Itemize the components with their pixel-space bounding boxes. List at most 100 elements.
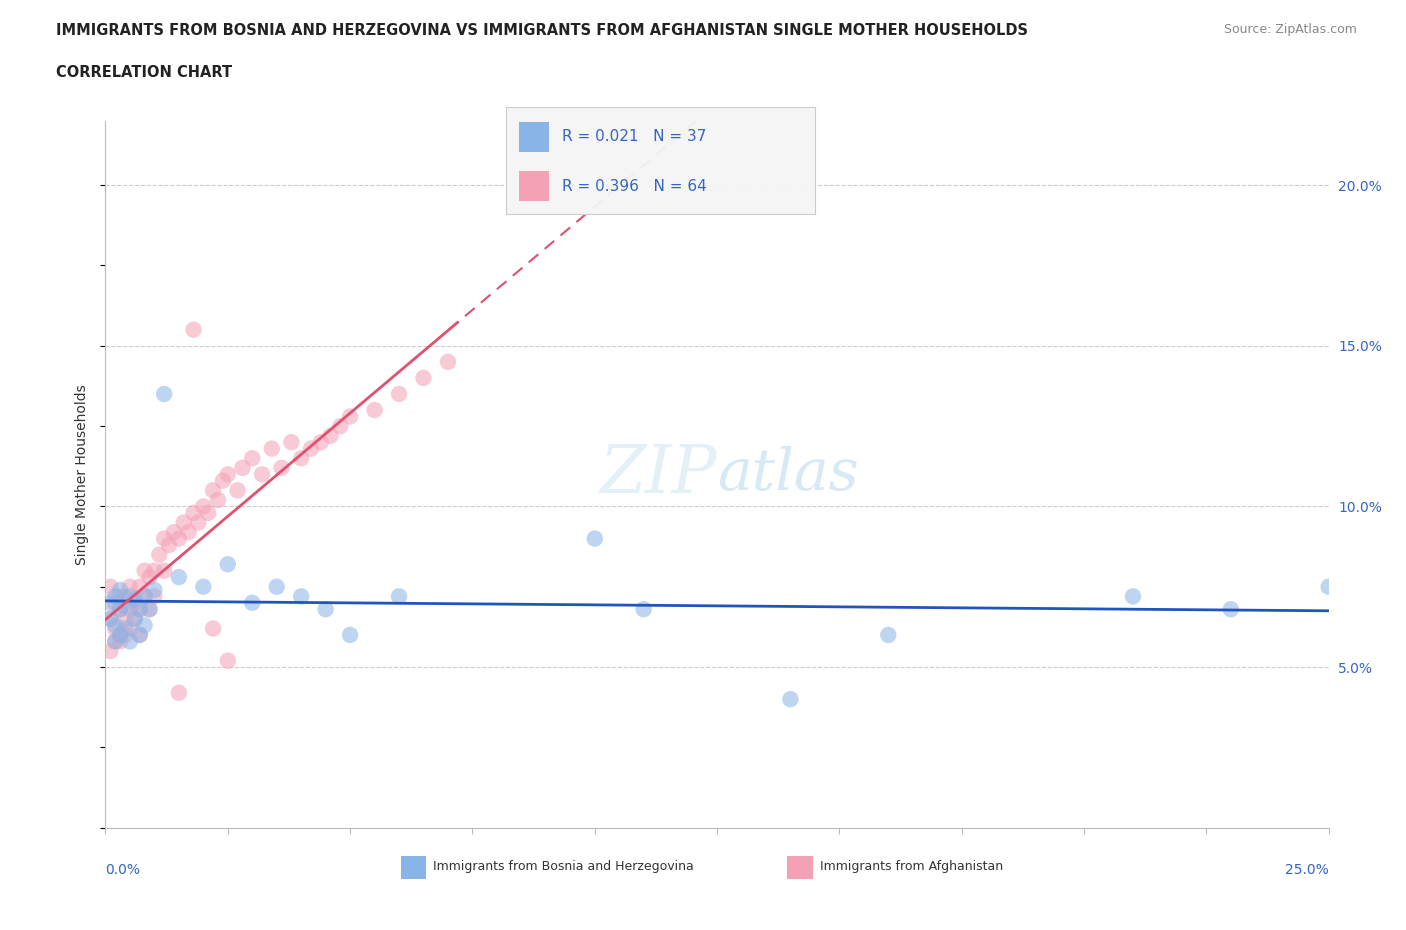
Point — [167, 570, 190, 585]
Point — [280, 434, 302, 449]
Text: 0.0%: 0.0% — [105, 863, 141, 877]
Point — [633, 602, 655, 617]
Point — [124, 595, 146, 610]
Point — [104, 634, 127, 649]
Point — [104, 618, 127, 632]
Text: Source: ZipAtlas.com: Source: ZipAtlas.com — [1223, 23, 1357, 36]
Point — [108, 602, 131, 617]
Point — [260, 441, 283, 456]
Point — [877, 628, 900, 643]
Point — [118, 602, 141, 617]
Point — [183, 505, 205, 520]
Point — [128, 602, 150, 617]
Point — [104, 595, 127, 610]
Point — [108, 628, 131, 643]
Point — [128, 602, 150, 617]
Text: Immigrants from Bosnia and Herzegovina: Immigrants from Bosnia and Herzegovina — [433, 860, 693, 873]
FancyBboxPatch shape — [519, 171, 550, 201]
Text: 25.0%: 25.0% — [1285, 863, 1329, 877]
Point — [157, 538, 180, 552]
Point — [134, 564, 156, 578]
Point — [138, 602, 160, 617]
Point — [143, 564, 166, 578]
Point — [231, 460, 253, 475]
Point — [202, 483, 225, 498]
Point — [339, 628, 361, 643]
Point — [193, 579, 215, 594]
Point — [319, 429, 342, 444]
Point — [104, 621, 127, 636]
Point — [187, 515, 209, 530]
Point — [266, 579, 288, 594]
Point — [143, 582, 166, 597]
Point — [1219, 602, 1241, 617]
Point — [114, 628, 136, 643]
Point — [299, 441, 322, 456]
Point — [163, 525, 186, 539]
Point — [118, 589, 141, 604]
Point — [98, 611, 121, 626]
Point — [217, 653, 239, 668]
Text: atlas: atlas — [717, 446, 859, 502]
Point — [108, 634, 131, 649]
Point — [167, 531, 190, 546]
Point — [153, 531, 176, 546]
Point — [128, 579, 150, 594]
Point — [339, 409, 361, 424]
Point — [98, 644, 121, 658]
Point — [118, 621, 141, 636]
Point — [124, 592, 146, 607]
Point — [183, 323, 205, 338]
Point — [134, 618, 156, 632]
Point — [148, 547, 170, 562]
Point — [240, 595, 263, 610]
Point — [128, 628, 150, 643]
Point — [124, 611, 146, 626]
Point — [290, 589, 312, 604]
Text: ZIP: ZIP — [599, 442, 717, 507]
Point — [114, 589, 136, 604]
Point — [153, 387, 176, 402]
Point — [138, 570, 160, 585]
Point — [177, 525, 200, 539]
FancyBboxPatch shape — [519, 122, 550, 152]
Text: R = 0.021   N = 37: R = 0.021 N = 37 — [562, 129, 706, 144]
Point — [329, 418, 352, 433]
Point — [309, 434, 332, 449]
Text: Immigrants from Afghanistan: Immigrants from Afghanistan — [820, 860, 1002, 873]
Point — [388, 589, 411, 604]
Point — [98, 579, 121, 594]
Point — [104, 589, 127, 604]
Point — [108, 582, 131, 597]
Text: R = 0.396   N = 64: R = 0.396 N = 64 — [562, 179, 707, 193]
Point — [98, 611, 121, 626]
Point — [108, 589, 131, 604]
Point — [437, 354, 460, 369]
Point — [114, 599, 136, 614]
Point — [134, 589, 156, 604]
Point — [250, 467, 273, 482]
Point — [167, 685, 190, 700]
Point — [363, 403, 385, 418]
Point — [108, 628, 131, 643]
Point — [226, 483, 249, 498]
Point — [583, 531, 606, 546]
Point — [134, 589, 156, 604]
Point — [290, 451, 312, 466]
Point — [104, 634, 127, 649]
Point — [153, 564, 176, 578]
Point — [98, 595, 121, 610]
Y-axis label: Single Mother Households: Single Mother Households — [76, 384, 90, 565]
Point — [270, 460, 292, 475]
Point — [217, 467, 239, 482]
Point — [124, 611, 146, 626]
Point — [114, 621, 136, 636]
Point — [212, 473, 235, 488]
Point — [173, 515, 195, 530]
Point — [108, 602, 131, 617]
Point — [138, 602, 160, 617]
Point — [240, 451, 263, 466]
Point — [128, 628, 150, 643]
Point — [143, 589, 166, 604]
Point — [779, 692, 801, 707]
